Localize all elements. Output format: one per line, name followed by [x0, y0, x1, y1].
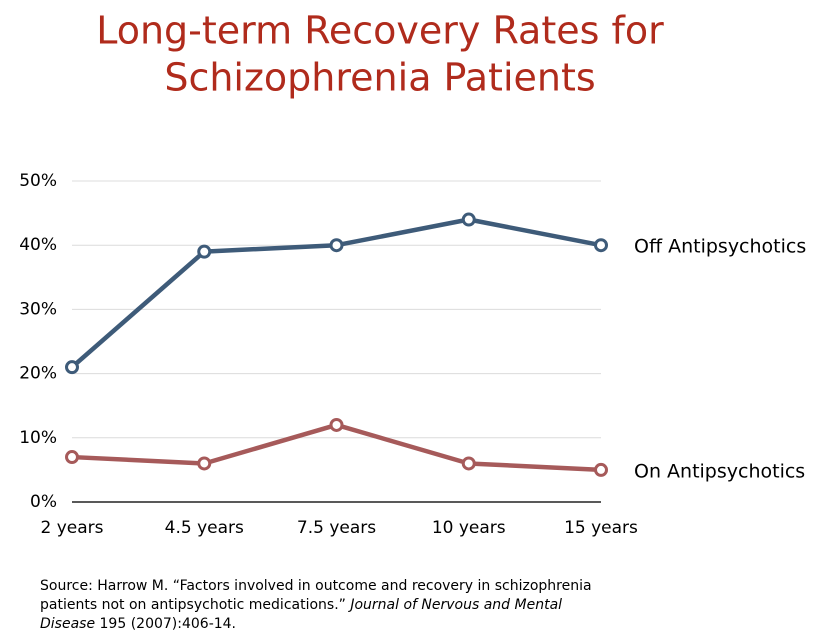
y-tick-label: 40% [19, 235, 57, 255]
chart: Long-term Recovery Rates for Schizophren… [19, 9, 806, 539]
data-point [329, 238, 344, 253]
journal-name: Journal of Nervous and Mental Disease [40, 597, 563, 632]
series-label: Off Antipsychotics [634, 236, 806, 258]
y-tick-label: 0% [30, 492, 57, 512]
y-tick-label: 20% [19, 364, 57, 384]
y-tick-label: 10% [19, 428, 57, 448]
data-point [197, 244, 212, 259]
data-point [197, 456, 212, 471]
data-point [329, 417, 344, 432]
y-tick-label: 30% [19, 299, 57, 319]
data-point [461, 212, 476, 227]
chart-title: Schizophrenia Patients [164, 56, 595, 100]
x-tick-label: 4.5 years [165, 518, 244, 538]
x-tick-label: 15 years [564, 518, 638, 538]
source-text: Source: Harrow M. “Factors involved in o… [40, 578, 592, 613]
x-tick-label: 2 years [40, 518, 103, 538]
source-text: 195 (2007):406-14. [95, 616, 237, 632]
data-point [594, 238, 608, 253]
x-tick-label: 7.5 years [297, 518, 376, 538]
y-tick-label: 50% [19, 171, 57, 191]
series-label: On Antipsychotics [634, 460, 805, 482]
data-point [594, 462, 608, 477]
x-tick-label: 10 years [432, 518, 506, 538]
data-point [461, 456, 476, 471]
chart-title: Long-term Recovery Rates for [96, 9, 664, 53]
source-note: Source: Harrow M. “Factors involved in o… [40, 577, 600, 634]
data-point [65, 450, 79, 465]
data-point [65, 360, 79, 375]
